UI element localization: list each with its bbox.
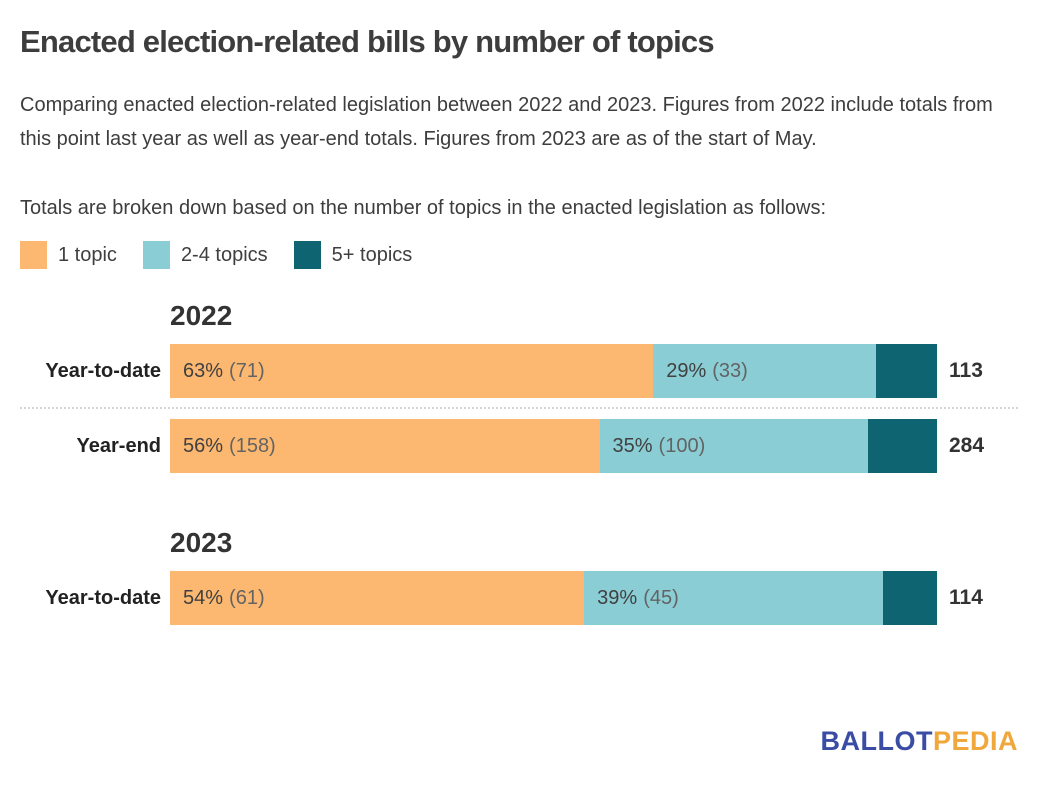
legend-label: 5+ topics: [331, 243, 413, 266]
bar-segment-5-topics: [883, 571, 937, 625]
row-total: 114: [949, 586, 983, 609]
row-total: 284: [949, 434, 985, 457]
segment-percent-label: 63%: [183, 359, 224, 382]
chart-group-2023: 2023 Year-to-date 54% (61) 39% (45) 114: [20, 526, 1020, 625]
year-heading: 2023: [170, 527, 233, 558]
legend-item-5-plus-topics: 5+ topics: [293, 241, 413, 269]
legend-swatch-1-topic: [20, 241, 47, 269]
bar-segment-1-topic: 54% (61): [170, 571, 585, 625]
segment-count-label: (71): [229, 359, 265, 382]
segment-count-label: (61): [229, 586, 265, 609]
breakdown-note: Totals are broken down based on the numb…: [20, 197, 827, 219]
legend-label: 2-4 topics: [180, 243, 268, 266]
legend: 1 topic 2-4 topics 5+ topics: [20, 241, 1020, 269]
segment-count-label: (33): [712, 359, 748, 382]
row-label: Year-end: [76, 434, 161, 457]
bar-row: Year-to-date 54% (61) 39% (45) 114: [20, 571, 1020, 625]
bar-segment-2-4-topics: 39% (45): [584, 571, 884, 625]
row-label: Year-to-date: [45, 359, 161, 382]
logo-text-pedia: PEDIA: [932, 726, 1018, 756]
segment-percent-label: 29%: [666, 359, 707, 382]
row-label: Year-to-date: [45, 586, 161, 609]
legend-item-2-4-topics: 2-4 topics: [142, 241, 268, 269]
segment-count-label: (100): [658, 434, 706, 457]
legend-swatch-2-4-topics: [142, 241, 170, 269]
ballotpedia-logo: BALLOTPEDIA: [820, 727, 1018, 755]
legend-label: 1 topic: [58, 243, 117, 266]
bar-segment-1-topic: 56% (158): [170, 419, 600, 473]
bar-track: 63% (71) 29% (33): [170, 344, 937, 398]
segment-percent-label: 54%: [183, 586, 224, 609]
legend-item-1-topic: 1 topic: [20, 241, 117, 269]
logo-text-ballot: BALLOT: [820, 726, 933, 756]
segment-count-label: (45): [643, 586, 679, 609]
page: Enacted election-related bills by number…: [0, 24, 1040, 625]
bar-segment-1-topic: 63% (71): [170, 344, 654, 398]
row-total: 113: [949, 359, 983, 382]
segment-percent-label: 35%: [612, 434, 653, 457]
bar-row: Year-to-date 63% (71) 29% (33) 113: [20, 344, 1020, 398]
segment-count-label: (158): [229, 434, 276, 457]
legend-swatch-5-plus-topics: [293, 241, 321, 269]
bar-segment-2-4-topics: 35% (100): [599, 419, 868, 473]
bar-segment-2-4-topics: 29% (33): [653, 344, 876, 398]
chart-groups: 2022 Year-to-date 63% (71) 29% (33) 113 Year-en…: [20, 299, 1020, 625]
chart-group-2022: 2022 Year-to-date 63% (71) 29% (33) 113 Year-en…: [20, 299, 1020, 473]
chart-description: Comparing enacted election-related legis…: [20, 94, 993, 150]
row-separator: [20, 407, 1018, 409]
bar-row: Year-end 56% (158) 35% (100) 284: [20, 419, 1020, 473]
segment-percent-label: 39%: [597, 586, 638, 609]
bar-track: 56% (158) 35% (100): [170, 419, 937, 473]
bar-track: 54% (61) 39% (45): [170, 571, 937, 625]
page-title: Enacted election-related bills by number…: [20, 24, 715, 59]
year-heading: 2022: [170, 300, 233, 331]
bar-segment-5-topics: [875, 344, 937, 398]
segment-percent-label: 56%: [183, 434, 224, 457]
bar-segment-5-topics: [867, 419, 937, 473]
